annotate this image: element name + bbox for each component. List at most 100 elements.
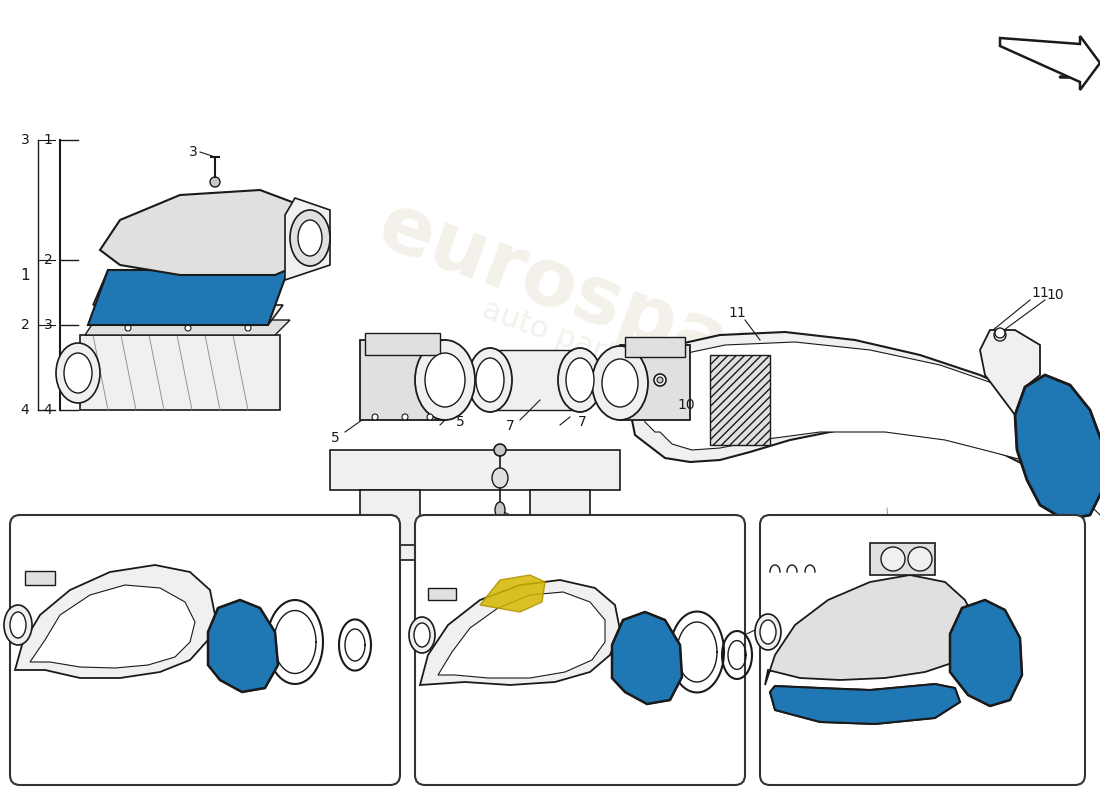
- Polygon shape: [360, 340, 446, 420]
- Ellipse shape: [492, 468, 508, 488]
- Ellipse shape: [340, 556, 350, 566]
- Text: 4: 4: [21, 403, 30, 417]
- Ellipse shape: [994, 329, 1006, 341]
- Ellipse shape: [425, 353, 465, 407]
- FancyBboxPatch shape: [415, 515, 745, 785]
- Text: Vale fino... vedi descrizione: Vale fino... vedi descrizione: [483, 757, 676, 770]
- FancyBboxPatch shape: [760, 515, 1085, 785]
- Text: Vale fino... vedi descrizione: Vale fino... vedi descrizione: [98, 757, 292, 770]
- Polygon shape: [438, 592, 605, 678]
- Bar: [25, 571, 55, 585]
- Text: 1: 1: [20, 267, 30, 282]
- Polygon shape: [620, 345, 690, 420]
- Ellipse shape: [298, 220, 322, 256]
- Ellipse shape: [468, 348, 512, 412]
- Polygon shape: [612, 612, 682, 704]
- Polygon shape: [612, 612, 682, 704]
- Bar: [710, 355, 770, 445]
- Text: 13: 13: [458, 711, 473, 725]
- Ellipse shape: [908, 547, 932, 571]
- Polygon shape: [420, 580, 620, 685]
- Polygon shape: [770, 684, 960, 724]
- Text: eurospares: eurospares: [367, 186, 872, 434]
- Ellipse shape: [245, 325, 251, 331]
- Polygon shape: [208, 600, 278, 692]
- Text: 3: 3: [44, 318, 53, 332]
- Ellipse shape: [996, 328, 1005, 338]
- Text: 7: 7: [578, 415, 586, 429]
- Text: Valid for Noise kit: Valid for Noise kit: [852, 768, 992, 782]
- Ellipse shape: [290, 210, 330, 266]
- Text: 5: 5: [331, 431, 340, 445]
- Text: auto parts since 1985: auto parts since 1985: [478, 294, 802, 436]
- Ellipse shape: [56, 343, 100, 403]
- Bar: [625, 337, 685, 357]
- Ellipse shape: [10, 612, 26, 638]
- Text: 5: 5: [455, 415, 464, 429]
- Ellipse shape: [657, 377, 663, 383]
- Polygon shape: [80, 335, 280, 410]
- Polygon shape: [950, 600, 1022, 706]
- Ellipse shape: [495, 502, 505, 518]
- Text: 4: 4: [44, 403, 53, 417]
- Text: 3: 3: [188, 145, 197, 159]
- Ellipse shape: [476, 358, 504, 402]
- Polygon shape: [330, 450, 620, 490]
- FancyBboxPatch shape: [10, 515, 400, 785]
- Ellipse shape: [4, 605, 32, 645]
- Text: Kit rumore: Kit rumore: [534, 527, 626, 542]
- Text: 8: 8: [640, 735, 648, 749]
- Polygon shape: [88, 305, 283, 325]
- Ellipse shape: [185, 325, 191, 331]
- Text: 12: 12: [757, 621, 773, 634]
- Polygon shape: [950, 600, 1022, 706]
- Text: 8: 8: [236, 721, 244, 734]
- Polygon shape: [94, 270, 288, 305]
- Polygon shape: [490, 350, 580, 410]
- Ellipse shape: [372, 414, 378, 420]
- Text: 6: 6: [538, 519, 547, 533]
- Ellipse shape: [566, 358, 594, 402]
- Bar: [605, 552, 625, 570]
- Polygon shape: [480, 575, 544, 612]
- Polygon shape: [15, 565, 214, 678]
- Text: 9: 9: [693, 735, 701, 749]
- Polygon shape: [30, 585, 195, 668]
- Text: Noise kit: Noise kit: [542, 543, 618, 558]
- Ellipse shape: [592, 346, 648, 420]
- Polygon shape: [530, 490, 590, 550]
- Text: No per Kit rumore: No per Kit rumore: [92, 527, 248, 542]
- Text: 2: 2: [44, 253, 53, 267]
- Text: 7: 7: [506, 419, 515, 433]
- Polygon shape: [980, 330, 1040, 415]
- Polygon shape: [345, 545, 605, 560]
- Polygon shape: [285, 198, 330, 280]
- Polygon shape: [360, 490, 420, 550]
- Ellipse shape: [210, 177, 220, 187]
- Text: Valid till... see description: Valid till... see description: [103, 769, 287, 782]
- Text: 10: 10: [1046, 288, 1064, 302]
- Ellipse shape: [494, 444, 506, 456]
- Ellipse shape: [64, 353, 92, 393]
- Polygon shape: [85, 320, 290, 335]
- Text: 2: 2: [21, 318, 30, 332]
- Ellipse shape: [427, 414, 433, 420]
- Text: 9: 9: [292, 721, 299, 734]
- Text: 1: 1: [44, 133, 53, 147]
- Text: Vale per Kit rumore: Vale per Kit rumore: [845, 756, 999, 770]
- Ellipse shape: [558, 348, 602, 412]
- Text: 12: 12: [376, 586, 392, 598]
- Ellipse shape: [610, 556, 620, 566]
- Text: 10: 10: [678, 398, 695, 412]
- Polygon shape: [770, 684, 960, 724]
- Bar: [870, 543, 935, 575]
- Polygon shape: [100, 190, 310, 275]
- Text: 8: 8: [1048, 715, 1056, 729]
- Text: 3: 3: [21, 133, 30, 147]
- Text: 11: 11: [728, 306, 746, 320]
- Ellipse shape: [415, 340, 475, 420]
- Ellipse shape: [414, 623, 430, 647]
- Polygon shape: [642, 342, 1082, 472]
- Ellipse shape: [760, 620, 775, 644]
- Text: 11: 11: [1031, 286, 1049, 300]
